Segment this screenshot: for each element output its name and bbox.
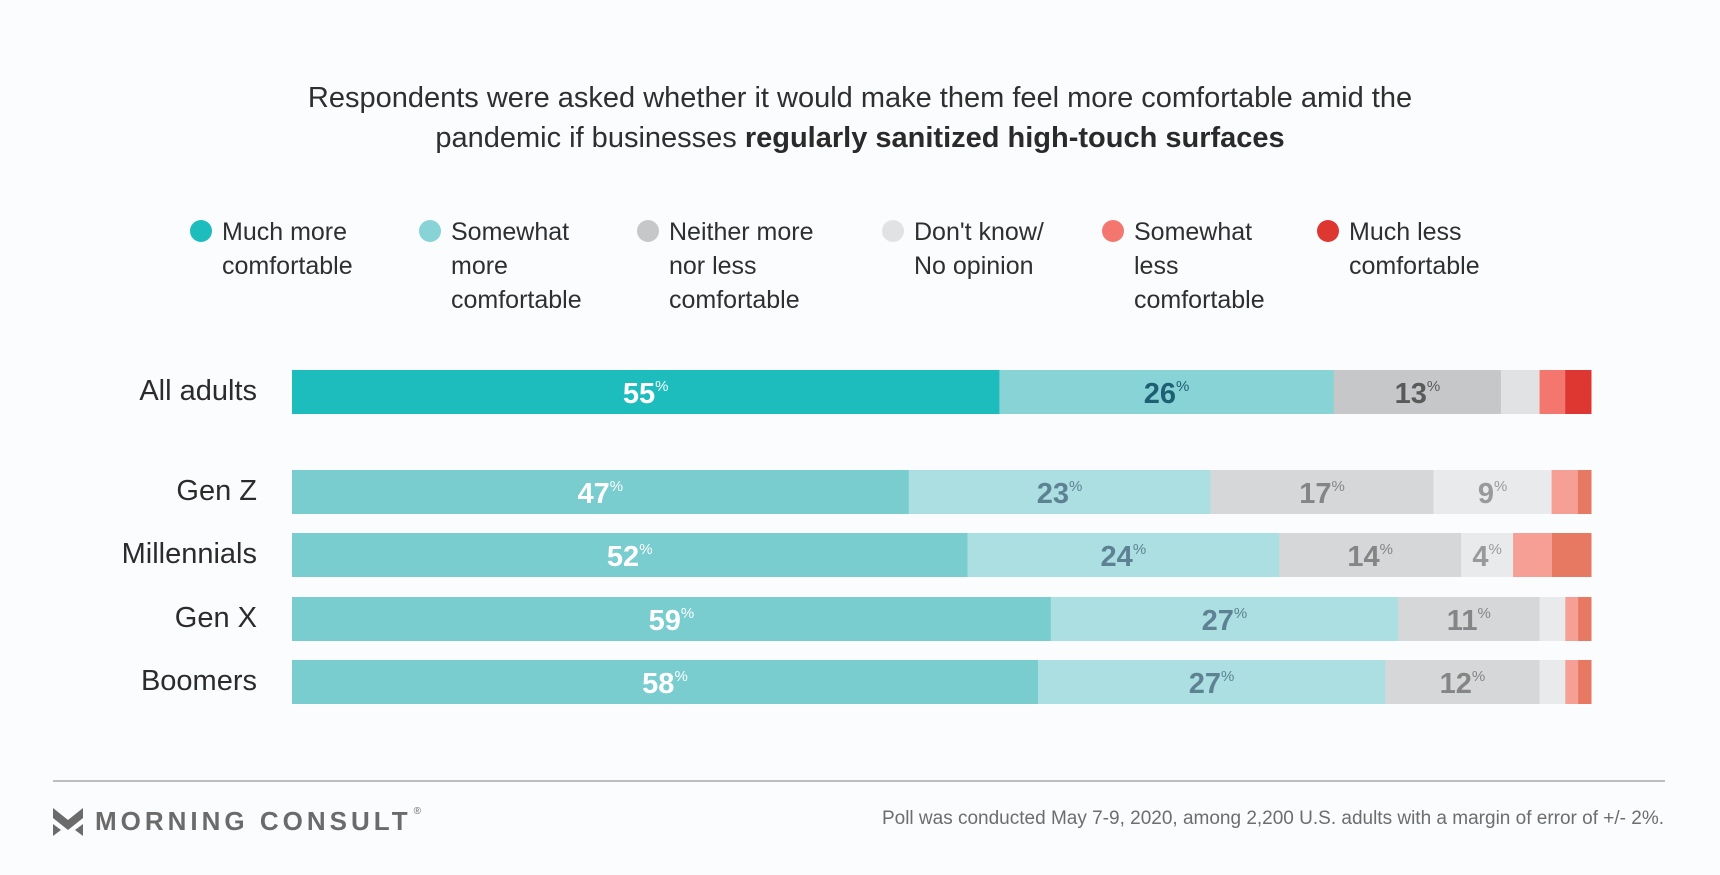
bar-segment	[1210, 470, 1435, 514]
legend-swatch-icon	[882, 220, 904, 242]
registered-mark: ®	[413, 805, 421, 817]
legend-label: Somewhat	[1134, 218, 1253, 246]
bar-segment	[1500, 370, 1541, 414]
brand-name: MORNING CONSULT	[95, 805, 412, 836]
legend-label: comfortable	[1134, 286, 1265, 314]
row-label: Gen Z	[176, 475, 257, 507]
legend-label: Somewhat	[451, 218, 570, 246]
legend-label: comfortable	[451, 286, 582, 314]
bar-segment	[1433, 470, 1553, 514]
row-label: Gen X	[174, 602, 257, 634]
morning-consult-logo: MORNING CONSULT ®	[53, 805, 421, 837]
bar-segment	[1050, 597, 1399, 641]
bar-segment	[1565, 660, 1579, 704]
bar-segment	[908, 470, 1211, 514]
legend-label: comfortable	[222, 252, 353, 280]
title-line-1: Respondents were asked whether it would …	[307, 82, 1413, 114]
legend-label: comfortable	[1349, 252, 1480, 280]
title-line-2: pandemic if businesses regularly sanitiz…	[0, 118, 1720, 158]
legend-label: Much less	[1349, 218, 1462, 246]
data-label: 12%	[1440, 668, 1486, 700]
bar-segment	[967, 533, 1280, 577]
bar-segment	[292, 597, 1052, 641]
legend-swatch-icon	[1102, 220, 1124, 242]
data-label: 17%	[1299, 478, 1345, 510]
data-label: 55%	[623, 378, 669, 410]
legend-label: more	[451, 252, 508, 280]
bar-segment	[1539, 597, 1566, 641]
bar-segment	[1539, 370, 1566, 414]
legend-label: No opinion	[914, 252, 1034, 280]
legend-label: Don't know/	[914, 218, 1044, 246]
bar-segment	[1577, 470, 1592, 514]
data-label: 58%	[642, 668, 688, 700]
data-label: 59%	[649, 605, 695, 637]
bar-segment	[1385, 660, 1541, 704]
bar-segment	[292, 660, 1039, 704]
morning-consult-chevron-icon	[53, 808, 83, 836]
data-label: 9%	[1478, 478, 1507, 510]
title-line-2-bold: regularly sanitized high-touch surfaces	[744, 122, 1285, 154]
data-label: 11%	[1447, 605, 1491, 637]
legend-label: nor less	[669, 252, 757, 280]
bar-segment	[292, 533, 968, 577]
bar-segment	[1333, 370, 1502, 414]
bar-segment	[1279, 533, 1462, 577]
data-label: 27%	[1189, 668, 1235, 700]
bar-segment	[1037, 660, 1386, 704]
data-label: 13%	[1395, 378, 1441, 410]
data-label: 23%	[1037, 478, 1083, 510]
legend-item: Somewhat more comfortable	[419, 215, 582, 317]
data-label: 27%	[1202, 605, 1248, 637]
chart-title: Respondents were asked whether it would …	[0, 78, 1720, 158]
bar-segment	[1539, 660, 1566, 704]
bar-segment	[1565, 597, 1579, 641]
bar-segment	[1565, 370, 1592, 414]
legend-item: Neither more nor less comfortable	[637, 215, 814, 317]
bar-segment	[999, 370, 1335, 414]
bar-segment	[1551, 470, 1579, 514]
bar-segment	[1513, 533, 1553, 577]
bar-segment	[292, 370, 1000, 414]
legend-label: comfortable	[669, 286, 800, 314]
row-label: Millennials	[121, 538, 257, 570]
data-label: 52%	[607, 541, 653, 573]
legend-item: Much more comfortable	[190, 215, 353, 283]
bar-segment	[1578, 660, 1592, 704]
legend-label: less	[1134, 252, 1179, 280]
title-line-2-plain: pandemic if businesses	[435, 122, 745, 154]
data-label: 26%	[1144, 378, 1190, 410]
legend-swatch-icon	[190, 220, 212, 242]
bar-segment	[1398, 597, 1541, 641]
legend-label: Much more	[222, 218, 348, 246]
legend-item: Much less comfortable	[1317, 215, 1480, 283]
data-label: 24%	[1101, 541, 1147, 573]
row-label: All adults	[139, 375, 257, 407]
legend-item: Don't know/No opinion	[882, 215, 1044, 283]
legend-label: Neither more	[669, 218, 814, 246]
data-label: 47%	[578, 478, 624, 510]
legend-swatch-icon	[637, 220, 659, 242]
poll-footnote: Poll was conducted May 7-9, 2020, among …	[881, 808, 1664, 829]
data-label: 4%	[1472, 541, 1501, 573]
bar-segment	[1461, 533, 1514, 577]
row-label: Boomers	[140, 665, 257, 697]
legend-item: Somewhat less comfortable	[1102, 215, 1265, 317]
bar-segment	[292, 470, 910, 514]
footer-divider	[53, 780, 1665, 782]
legend-swatch-icon	[419, 220, 441, 242]
data-label: 14%	[1347, 541, 1393, 573]
bar-segment	[1578, 597, 1592, 641]
legend-swatch-icon	[1317, 220, 1339, 242]
bar-segment	[1552, 533, 1592, 577]
